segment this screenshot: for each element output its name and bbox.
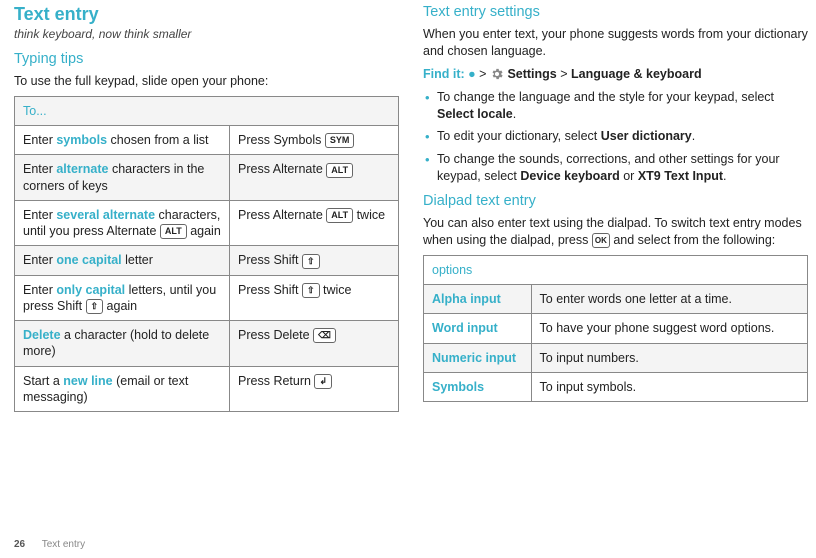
table-row: Press Alternate ALT twice xyxy=(230,200,399,246)
page-title: Text entry xyxy=(14,4,399,25)
typing-table: To... Enter symbols chosen from a list P… xyxy=(14,96,399,412)
settings-list: To change the language and the style for… xyxy=(423,89,808,185)
table-row: To input symbols. xyxy=(531,372,807,401)
table-row: Press Return ↲ xyxy=(230,366,399,412)
table-row: Alpha input xyxy=(424,285,532,314)
footer-label: Text entry xyxy=(42,539,85,550)
alt-keycap-icon: ALT xyxy=(326,163,353,178)
options-table: options Alpha input To enter words one l… xyxy=(423,255,808,402)
find-it-path: Find it: ● > Settings > Language & keybo… xyxy=(423,66,808,83)
table-row: Press Shift ⇧ twice xyxy=(230,275,399,321)
table-row: Press Symbols SYM xyxy=(230,126,399,155)
shift-keycap-icon: ⇧ xyxy=(302,283,320,298)
return-keycap-icon: ↲ xyxy=(314,374,332,389)
list-item: To change the sounds, corrections, and o… xyxy=(423,151,808,185)
table-row: To input numbers. xyxy=(531,343,807,372)
table-row: Press Alternate ALT xyxy=(230,155,399,201)
table-row: Enter one capital letter xyxy=(15,246,230,275)
table-row: Press Shift ⇧ xyxy=(230,246,399,275)
ok-keycap-icon: OK xyxy=(592,233,610,248)
section-typing-tips: Typing tips xyxy=(14,51,399,67)
table-row: Enter symbols chosen from a list xyxy=(15,126,230,155)
table-row: Enter only capital letters, until you pr… xyxy=(15,275,230,321)
shift-keycap-icon: ⇧ xyxy=(86,299,104,314)
table-row: Enter alternate characters in the corner… xyxy=(15,155,230,201)
right-column: Text entry settings When you enter text,… xyxy=(411,4,812,558)
table-row: Press Delete ⌫ xyxy=(230,321,399,367)
table-row: Enter several alternate characters, unti… xyxy=(15,200,230,246)
list-item: To edit your dictionary, select User dic… xyxy=(423,128,808,145)
alt-keycap-icon: ALT xyxy=(326,208,353,223)
table-row: Start a new line (email or text messagin… xyxy=(15,366,230,412)
section-text-entry-settings: Text entry settings xyxy=(423,4,808,20)
settings-intro: When you enter text, your phone suggests… xyxy=(423,26,808,60)
table-row: Numeric input xyxy=(424,343,532,372)
section-dialpad-entry: Dialpad text entry xyxy=(423,193,808,209)
dialpad-intro: You can also enter text using the dialpa… xyxy=(423,215,808,249)
page-number: 26 xyxy=(14,539,25,550)
alt-keycap-icon: ALT xyxy=(160,224,187,239)
typing-table-header: To... xyxy=(15,96,399,125)
table-row: To have your phone suggest word options. xyxy=(531,314,807,343)
page-footer: 26 Text entry xyxy=(14,539,85,550)
shift-keycap-icon: ⇧ xyxy=(302,254,320,269)
table-row: Delete a character (hold to delete more) xyxy=(15,321,230,367)
page-subtitle: think keyboard, now think smaller xyxy=(14,27,399,41)
sym-keycap-icon: SYM xyxy=(325,133,355,148)
list-item: To change the language and the style for… xyxy=(423,89,808,123)
table-row: Symbols xyxy=(424,372,532,401)
table-row: To enter words one letter at a time. xyxy=(531,285,807,314)
left-column: Text entry think keyboard, now think sma… xyxy=(10,4,411,558)
home-dot-icon: ● xyxy=(468,67,476,81)
typing-intro: To use the full keypad, slide open your … xyxy=(14,73,399,90)
delete-keycap-icon: ⌫ xyxy=(313,328,336,343)
gear-icon xyxy=(490,67,504,81)
options-table-header: options xyxy=(424,255,808,284)
table-row: Word input xyxy=(424,314,532,343)
